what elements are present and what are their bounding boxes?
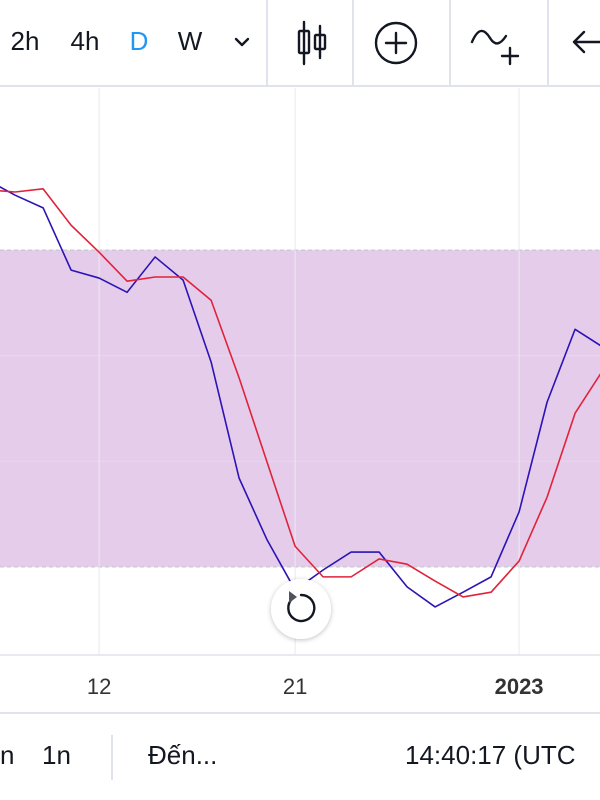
range-button[interactable]: n — [0, 740, 14, 770]
interval-button[interactable]: D — [130, 26, 149, 56]
interval-dropdown[interactable] — [234, 37, 250, 47]
plot-area — [0, 88, 600, 655]
x-tick-label: 21 — [283, 674, 307, 699]
x-tick-label: 12 — [87, 674, 111, 699]
x-tick-label: 2023 — [495, 674, 544, 699]
indicators-button[interactable] — [470, 29, 520, 66]
clock: 14:40:17 (UTC — [405, 740, 576, 770]
interval-button[interactable]: 2h — [11, 26, 40, 56]
goto-button[interactable]: Đến... — [148, 740, 217, 770]
chart-type-button[interactable] — [297, 20, 327, 66]
add-button[interactable] — [374, 21, 418, 65]
series-line — [0, 188, 600, 598]
footer: n 1n Đến... 14:40:17 (UTC — [0, 735, 576, 780]
band — [0, 250, 600, 567]
range-button[interactable]: 1n — [42, 740, 71, 770]
reset-button[interactable] — [271, 579, 331, 639]
interval-button[interactable]: 4h — [71, 26, 100, 56]
undo-button[interactable] — [572, 30, 600, 54]
x-axis: 12 21 2023 — [0, 654, 600, 699]
interval-button[interactable]: W — [178, 26, 203, 56]
toolbar: 2h 4h D W — [0, 0, 600, 87]
